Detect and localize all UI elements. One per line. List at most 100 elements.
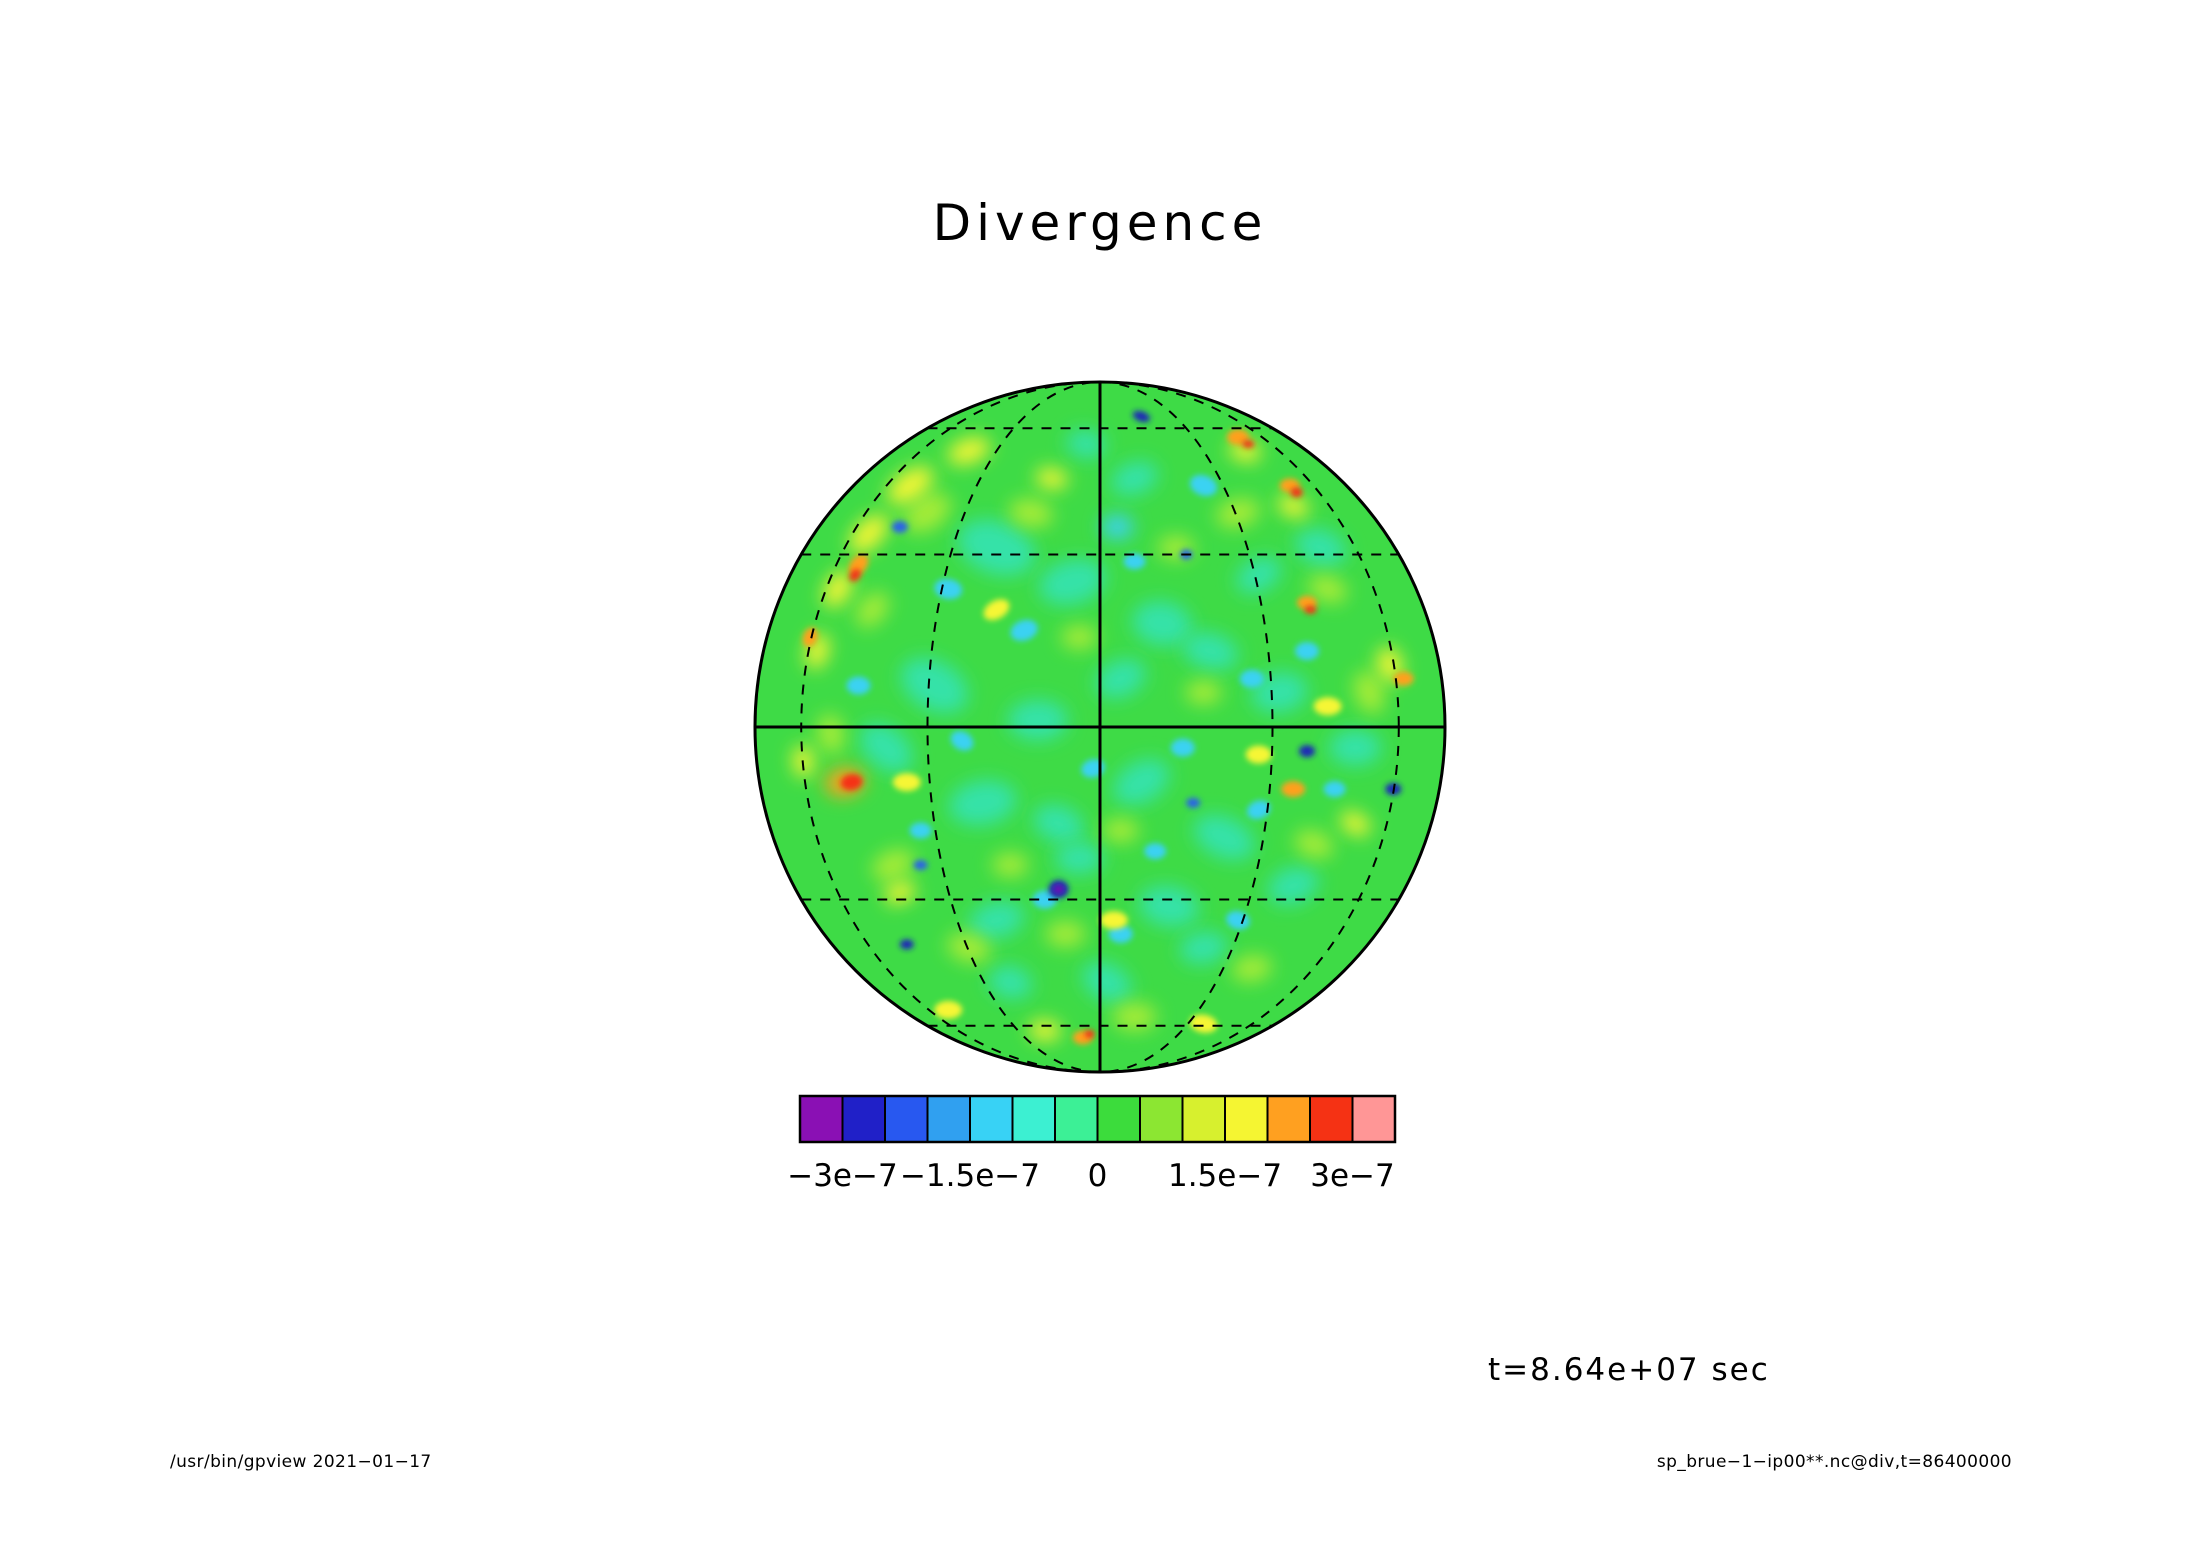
colorbar-cell — [1096, 1095, 1141, 1143]
colorbar-cell — [1309, 1095, 1354, 1143]
field-blob — [1299, 745, 1315, 758]
colorbar-cell — [1224, 1095, 1269, 1143]
field-blob — [1010, 619, 1038, 641]
colorbar-cell — [1266, 1095, 1311, 1143]
field-blob — [1281, 781, 1306, 798]
field-blob — [1007, 700, 1068, 741]
colorbar-tick-label: 3e−7 — [1310, 1158, 1395, 1194]
field-blob — [1028, 1020, 1061, 1041]
field-blob — [1055, 842, 1104, 875]
field-blob — [1132, 410, 1151, 423]
field-blob — [1295, 528, 1346, 567]
field-blob — [1032, 890, 1057, 909]
field-blob — [1278, 494, 1309, 518]
field-blob — [1045, 921, 1086, 947]
field-blob — [1035, 468, 1068, 489]
field-blob — [913, 860, 928, 870]
field-blob — [1095, 659, 1146, 699]
field-blob — [1082, 962, 1132, 1003]
page-title: Divergence — [932, 194, 1268, 252]
field-blob — [1170, 738, 1195, 757]
field-blob — [1182, 632, 1238, 670]
colorbar-cell — [799, 1095, 844, 1143]
field-blob — [1353, 671, 1385, 714]
field-blob — [849, 568, 861, 582]
field-blob — [1101, 514, 1134, 539]
time-annotation: t=8.64e+07 sec — [1488, 1352, 1770, 1388]
field-blob — [900, 658, 968, 714]
field-blob — [840, 774, 863, 791]
field-blob — [817, 714, 845, 754]
field-blob — [1179, 931, 1228, 965]
field-blob — [1377, 647, 1403, 683]
field-blob — [1295, 642, 1319, 661]
field-blob — [947, 933, 991, 963]
field-blob — [872, 849, 914, 881]
field-blob — [891, 520, 908, 533]
field-blob — [992, 853, 1029, 877]
field-blob — [1113, 759, 1170, 806]
field-blob — [1009, 498, 1053, 528]
field-blob — [1323, 781, 1346, 798]
field-blob — [887, 466, 934, 505]
field-blob — [1308, 574, 1348, 604]
colorbar-tick-label: −3e−7 — [787, 1158, 897, 1194]
field-blob — [1123, 553, 1146, 570]
field-blob — [1053, 885, 1064, 894]
footer-file-text: sp_brue−1−ip00**.nc@div,t=86400000 — [1656, 1452, 2012, 1472]
field-blob — [1294, 830, 1334, 859]
field-blob — [948, 780, 1017, 826]
field-blob — [1139, 886, 1199, 927]
field-blob — [856, 592, 889, 628]
field-blob — [1039, 559, 1106, 606]
field-blob — [1251, 672, 1308, 713]
field-blob — [1099, 911, 1128, 930]
globe-outline — [753, 380, 1447, 1074]
field-blob — [1329, 729, 1382, 766]
footer-command-text: /usr/bin/gpview 2021−01−17 — [170, 1452, 432, 1472]
field-blob — [950, 730, 974, 751]
field-blob — [1132, 601, 1192, 646]
colorbar: −3e−7 −1.5e−7 0 1.5e−7 3e−7 — [787, 1094, 1397, 1194]
field-blob — [1304, 605, 1317, 614]
field-blob — [1111, 461, 1158, 496]
field-blob — [1313, 697, 1342, 716]
graticule — [755, 381, 1445, 1073]
field-blob — [1290, 487, 1303, 498]
field-blob — [1193, 814, 1255, 861]
field-blob — [1393, 671, 1414, 686]
field-blob — [1216, 498, 1260, 528]
colorbar-cell — [926, 1095, 971, 1143]
field-blob — [1227, 429, 1249, 446]
field-blob — [1231, 955, 1272, 982]
colorbar-tick-label: −1.5e−7 — [900, 1158, 1040, 1194]
colorbar-cell — [884, 1095, 929, 1143]
field-blob — [1340, 811, 1371, 836]
field-blob — [1066, 429, 1107, 459]
field-blob — [1245, 745, 1272, 764]
field-blob — [1189, 1014, 1218, 1033]
colorbar-tick-label: 0 — [1088, 1158, 1108, 1194]
colorbar-tick-label: 1.5e−7 — [1168, 1158, 1282, 1194]
field-blob — [1186, 797, 1201, 808]
colorbar-cell — [969, 1095, 1014, 1143]
field-blob — [934, 1000, 963, 1019]
colorbar-cell — [1181, 1095, 1226, 1143]
field-blob — [988, 965, 1032, 999]
field-blob — [1189, 474, 1218, 497]
field-blob — [859, 723, 913, 773]
field-blob — [1185, 680, 1222, 705]
field-blob — [957, 519, 1036, 576]
field-blob — [1268, 866, 1319, 905]
field-blob — [802, 627, 818, 647]
field-blob — [1102, 818, 1139, 843]
field-blob — [1242, 440, 1255, 449]
field-blob — [892, 773, 921, 792]
field-blob — [969, 901, 1024, 940]
field-blob — [1247, 800, 1271, 820]
field-blob — [947, 437, 990, 465]
colorbar-cell — [1351, 1095, 1396, 1143]
field-blob — [1033, 804, 1084, 843]
